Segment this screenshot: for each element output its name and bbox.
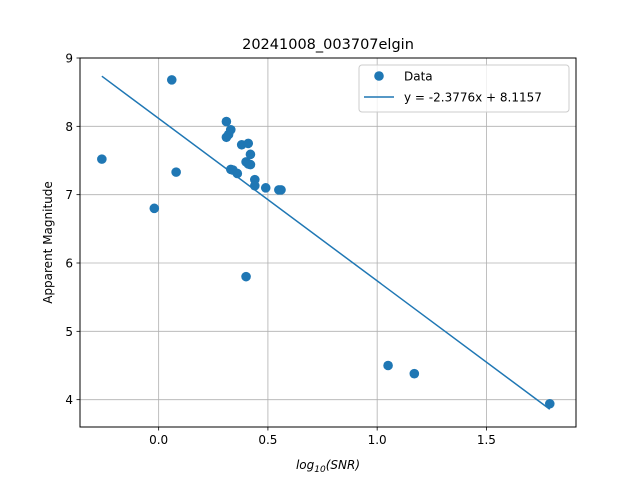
x-tick-label: 0.5 <box>258 433 277 447</box>
data-point <box>171 167 181 177</box>
legend-label-fit: y = -2.3776x + 8.1157 <box>404 91 542 105</box>
x-tick-label: 1.5 <box>477 433 496 447</box>
data-point <box>245 159 256 170</box>
data-point <box>544 398 555 409</box>
y-tick-label: 9 <box>65 52 73 66</box>
x-axis-label: log10(SNR) <box>296 458 360 475</box>
y-tick-label: 5 <box>65 325 73 339</box>
data-point <box>97 154 107 164</box>
fit-line <box>101 75 551 410</box>
legend-label-data: Data <box>404 70 433 84</box>
data-point <box>225 124 236 135</box>
x-axis-ticks: 0.0 0.5 1.0 1.5 <box>149 427 496 447</box>
data-point <box>245 149 256 160</box>
chart-title: 20241008_003707elgin <box>242 37 414 53</box>
data-point <box>149 203 160 214</box>
data-point <box>250 180 260 191</box>
plot-area-frame <box>79 57 577 428</box>
legend-marker-data <box>374 71 384 81</box>
data-point <box>166 75 177 85</box>
scatter-points <box>97 75 555 409</box>
data-point <box>276 185 286 195</box>
data-point <box>221 116 232 127</box>
data-point <box>409 368 420 379</box>
y-axis-ticks: 4 5 6 7 8 9 <box>65 52 80 407</box>
y-tick-label: 7 <box>65 188 73 202</box>
y-tick-label: 4 <box>65 393 73 407</box>
data-point <box>383 360 393 371</box>
grid <box>80 57 576 427</box>
y-tick-label: 6 <box>65 257 73 271</box>
data-point <box>260 183 271 193</box>
data-point <box>243 138 254 149</box>
data-point <box>241 271 251 282</box>
legend-box <box>358 64 570 113</box>
x-tick-label: 0.0 <box>149 433 168 447</box>
y-tick-label: 8 <box>65 120 73 134</box>
data-point <box>232 168 243 179</box>
y-axis-label: Apparent Magnitude <box>41 181 55 304</box>
legend: Data y = -2.3776x + 8.1157 <box>358 64 570 113</box>
x-tick-label: 1.0 <box>368 433 387 447</box>
fit-line-layer <box>101 75 551 410</box>
